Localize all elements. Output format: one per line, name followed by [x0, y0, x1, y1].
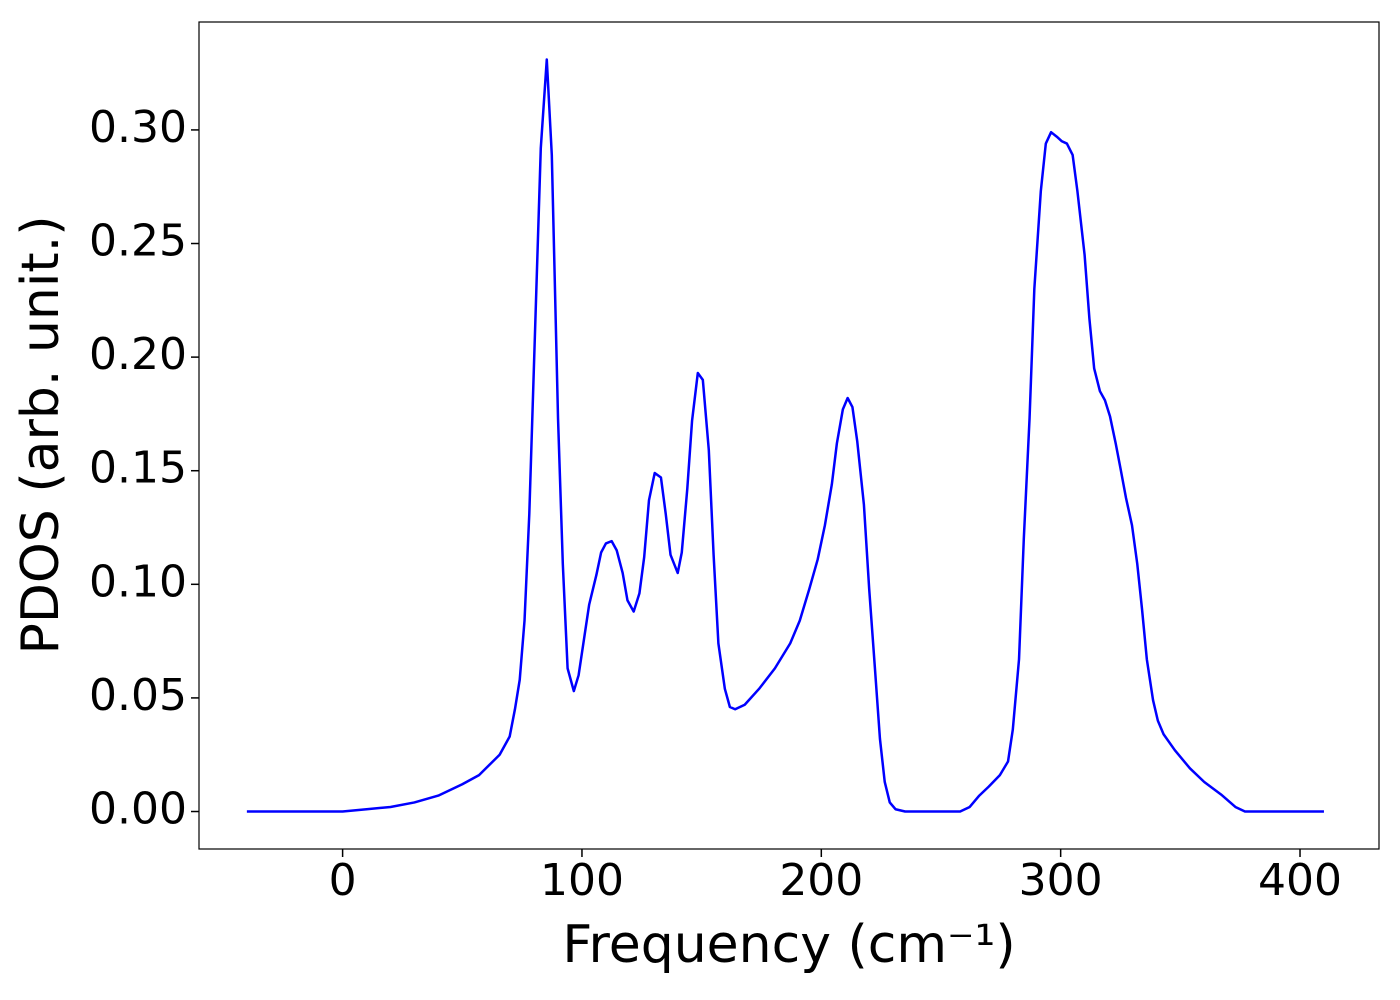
y-axis-label: PDOS (arb. unit.)	[11, 215, 71, 654]
x-axis-label: Frequency (cm⁻¹)	[562, 915, 1015, 975]
x-tick-label: 100	[540, 855, 624, 906]
data-line	[246, 58, 1324, 813]
y-tick-label: 0.00	[89, 784, 187, 835]
y-tick-label: 0.30	[89, 102, 187, 153]
y-tick-label: 0.05	[89, 670, 187, 721]
x-tick-label: 400	[1258, 855, 1342, 906]
plot-frame	[198, 21, 1380, 850]
y-tick-label: 0.15	[89, 443, 187, 494]
x-tick-label: 200	[779, 855, 863, 906]
y-tick-label: 0.20	[89, 329, 187, 380]
y-tick-label: 0.10	[89, 556, 187, 607]
x-tick-label: 0	[329, 855, 357, 906]
y-tick-label: 0.25	[89, 216, 187, 267]
x-tick-label: 300	[1019, 855, 1103, 906]
